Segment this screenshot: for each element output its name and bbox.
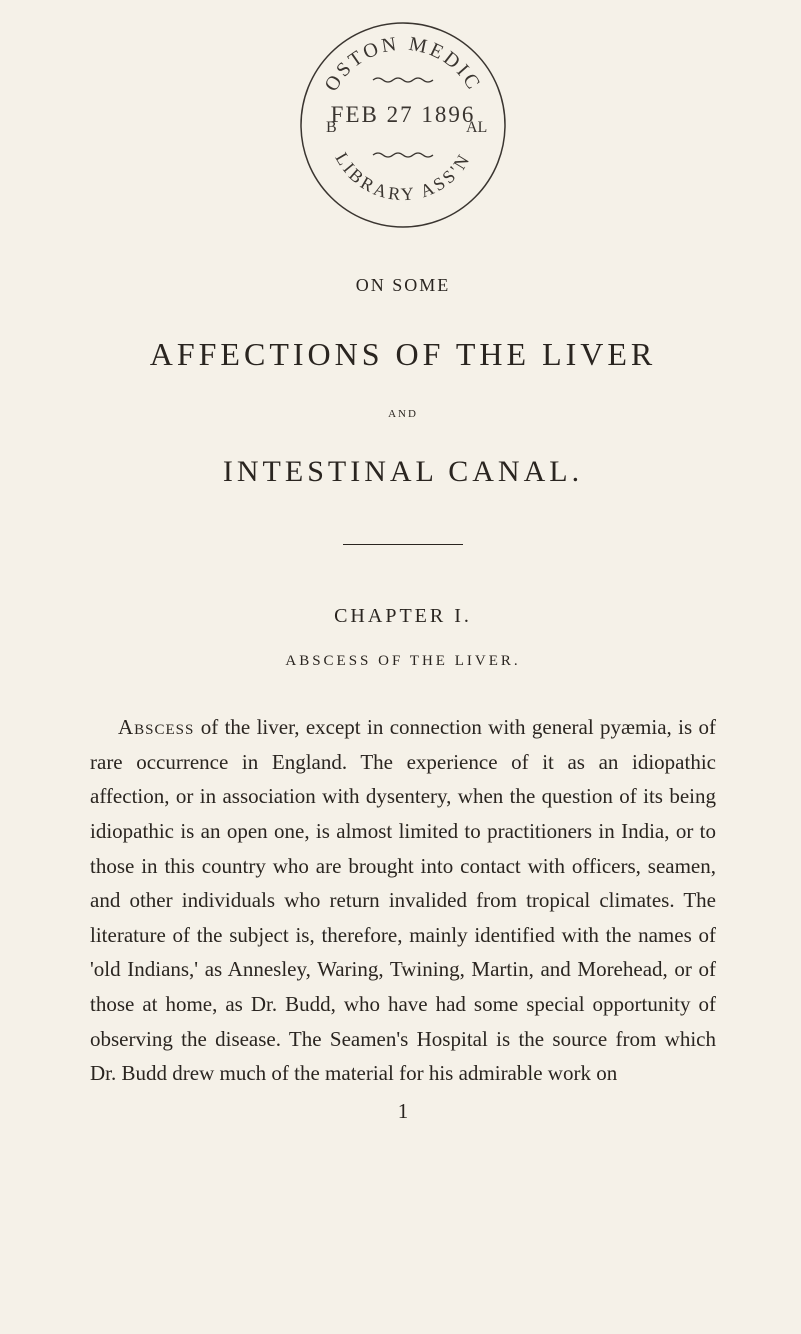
page-container: OSTON MEDIC LIBRARY ASS'N B AL FEB 27 18… [0, 0, 801, 1334]
svg-text:OSTON MEDIC: OSTON MEDIC [320, 33, 485, 95]
library-stamp: OSTON MEDIC LIBRARY ASS'N B AL FEB 27 18… [298, 20, 508, 230]
body-paragraph: Abscess of the liver, except in connecti… [90, 710, 716, 1091]
section-divider [343, 544, 463, 545]
chapter-heading: CHAPTER I. [90, 605, 716, 628]
heading-and: AND [90, 408, 716, 420]
stamp-squiggle-top-icon [373, 78, 433, 82]
svg-text:LIBRARY ASS'N: LIBRARY ASS'N [331, 149, 474, 204]
heading-on-some: ON SOME [90, 275, 716, 296]
stamp-top-arc-text: OSTON MEDIC [320, 33, 485, 95]
stamp-date-text: FEB 27 1896 [331, 102, 476, 127]
page-number: 1 [90, 1099, 716, 1124]
stamp-squiggle-bottom-icon [373, 153, 433, 157]
main-title: AFFECTIONS OF THE LIVER [90, 336, 716, 373]
chapter-subtitle: ABSCESS OF THE LIVER. [90, 653, 716, 670]
body-text-content: of the liver, except in connection with … [90, 715, 716, 1085]
stamp-svg: OSTON MEDIC LIBRARY ASS'N B AL FEB 27 18… [298, 20, 508, 230]
subtitle: INTESTINAL CANAL. [90, 455, 716, 489]
stamp-bottom-arc-text: LIBRARY ASS'N [331, 149, 474, 204]
first-word: Abscess [118, 715, 194, 739]
